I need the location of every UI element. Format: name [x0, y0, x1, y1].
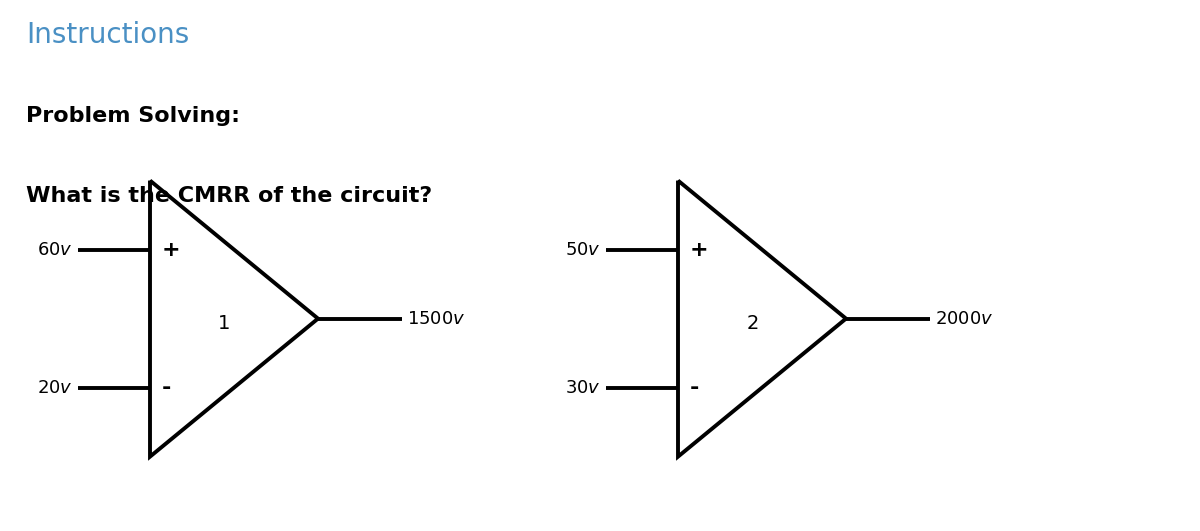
Text: 60$v$: 60$v$ — [37, 241, 73, 259]
Text: 1: 1 — [218, 314, 230, 333]
Text: 1500$v$: 1500$v$ — [407, 310, 466, 328]
Text: 50$v$: 50$v$ — [565, 241, 601, 259]
Text: What is the CMRR of the circuit?: What is the CMRR of the circuit? — [26, 186, 433, 206]
Text: +: + — [162, 239, 181, 260]
Text: 20$v$: 20$v$ — [37, 379, 73, 397]
Text: +: + — [690, 239, 709, 260]
Text: 30$v$: 30$v$ — [565, 379, 601, 397]
Text: 2: 2 — [746, 314, 758, 333]
Text: 2000$v$: 2000$v$ — [935, 310, 994, 328]
Text: Problem Solving:: Problem Solving: — [26, 106, 240, 126]
Text: -: - — [162, 378, 172, 398]
Text: -: - — [690, 378, 700, 398]
Text: Instructions: Instructions — [26, 21, 190, 49]
